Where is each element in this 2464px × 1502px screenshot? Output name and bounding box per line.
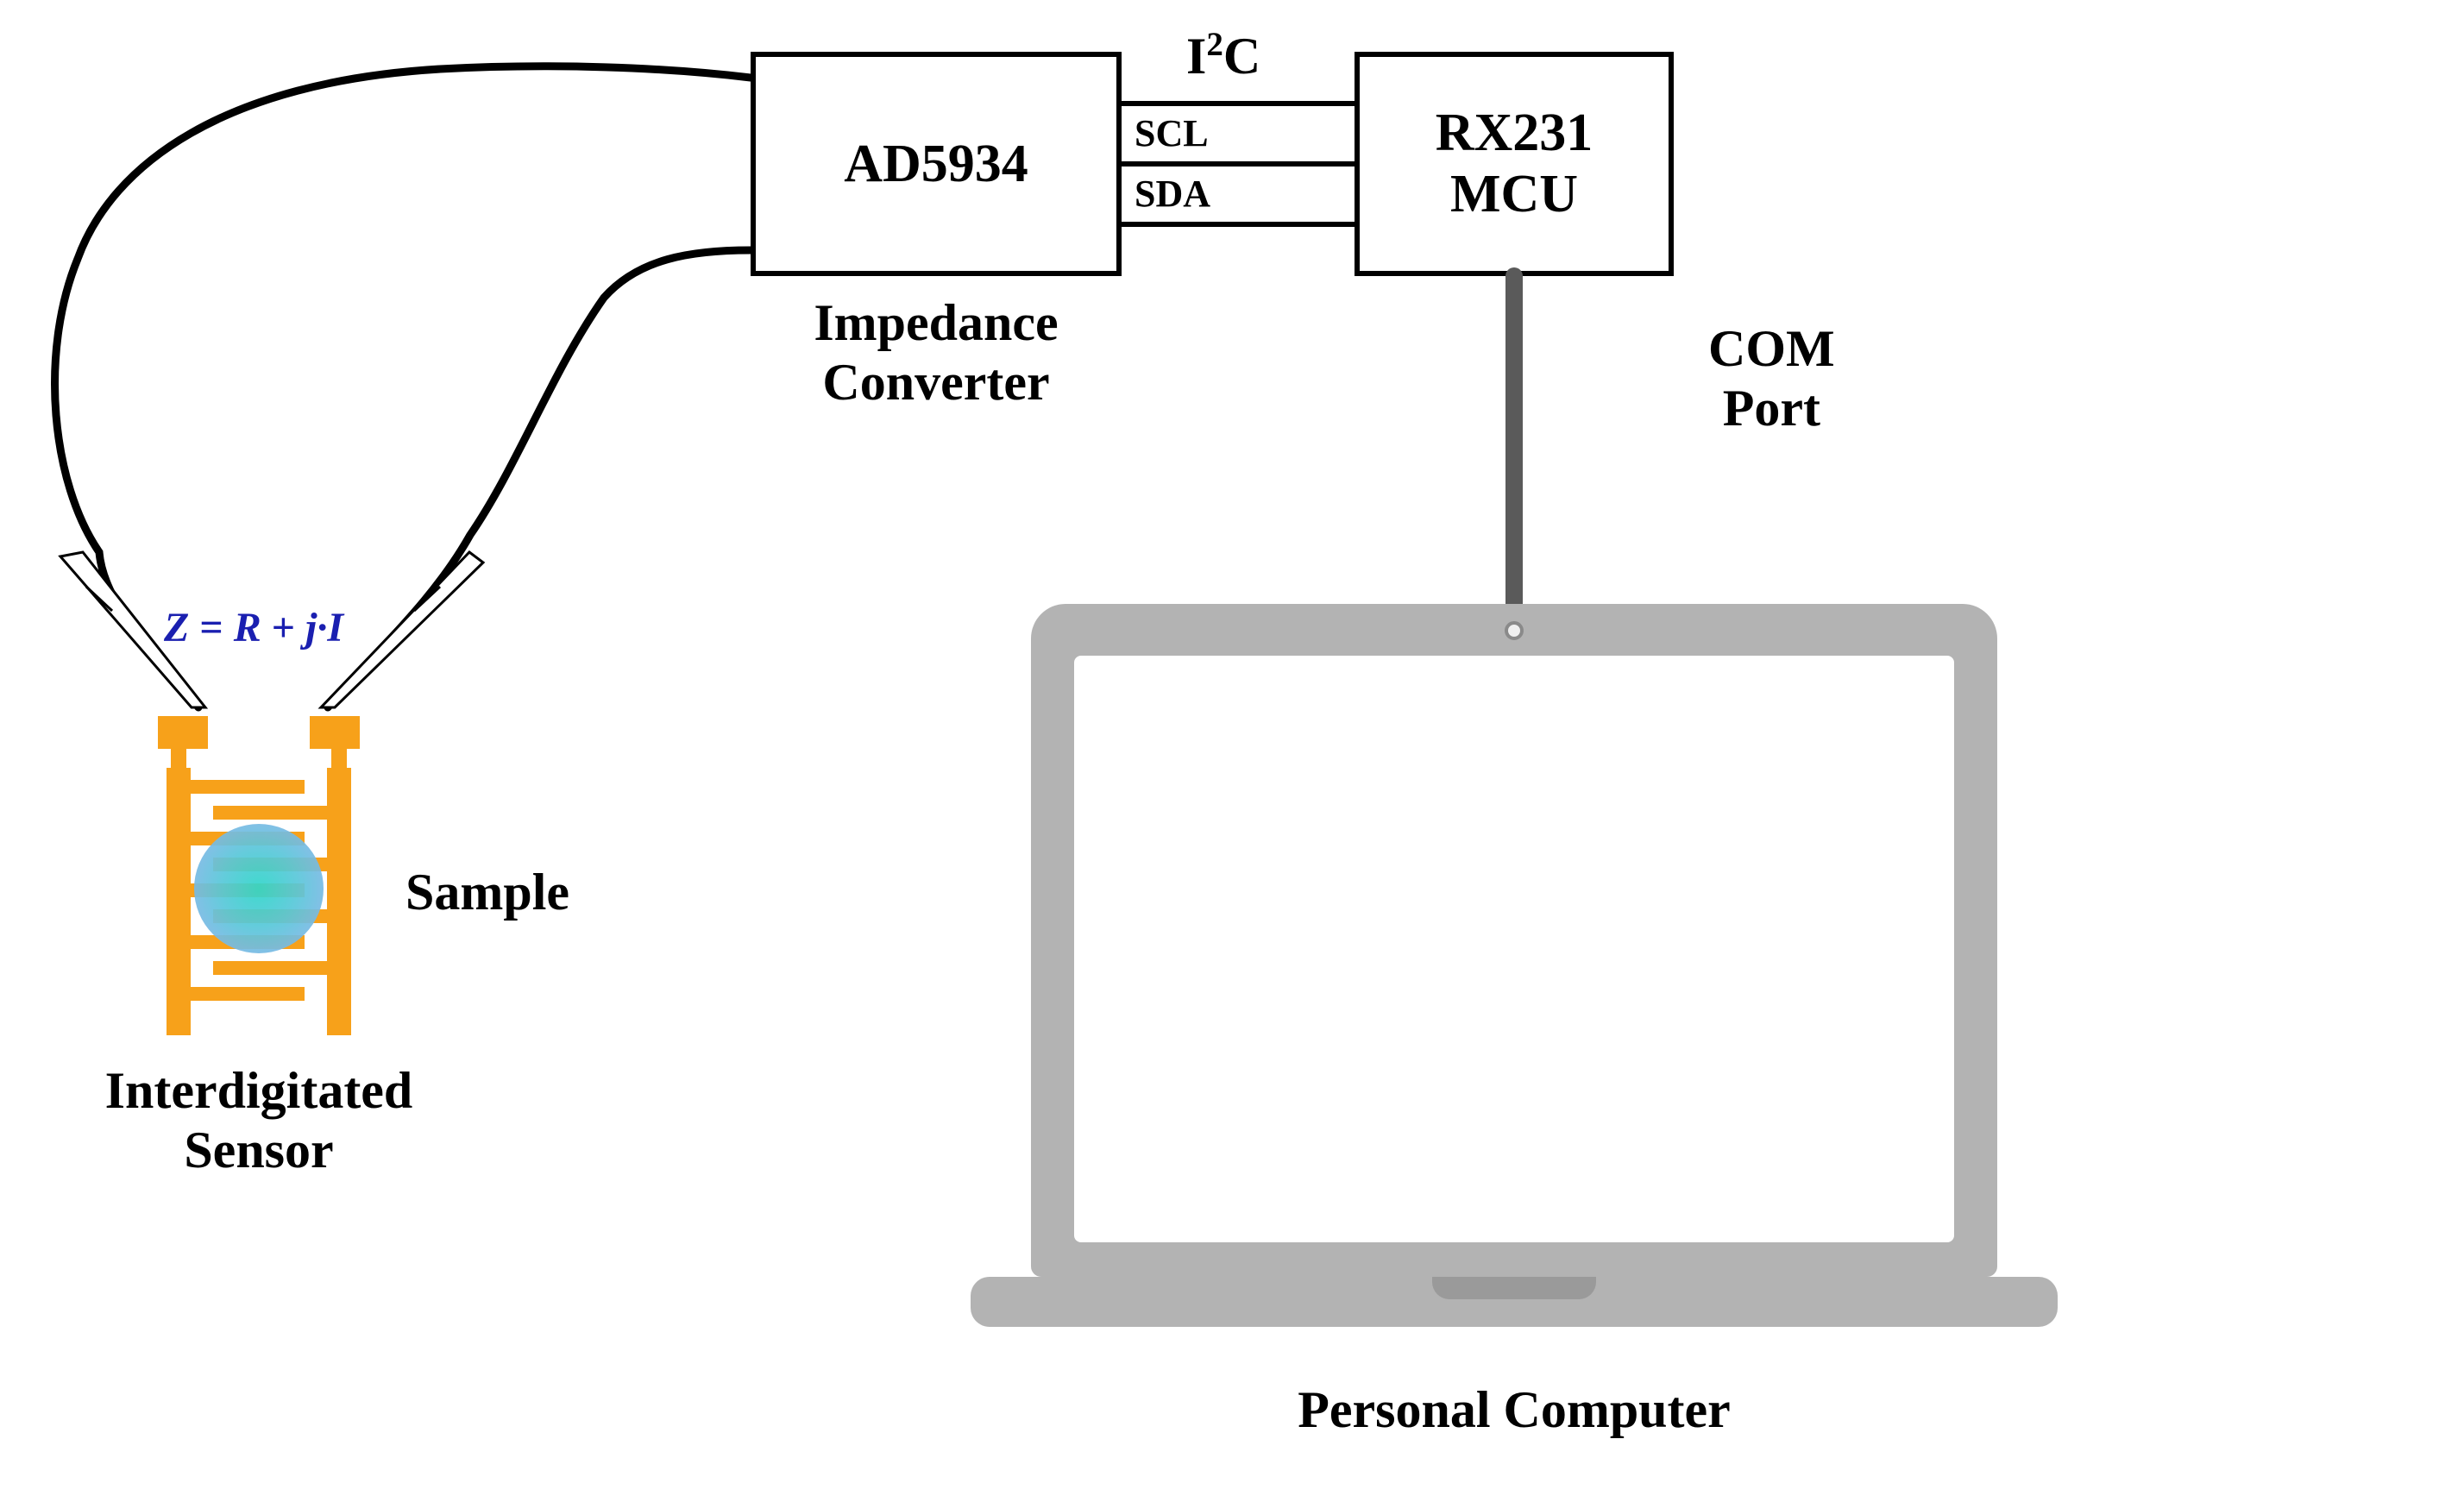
laptop-screen xyxy=(1074,656,1954,1242)
laptop-notch xyxy=(1432,1277,1596,1299)
camera-icon xyxy=(1505,621,1524,640)
diagram-stage: AD5934 ImpedanceConverter RX231 MCU 0102… xyxy=(0,0,2464,1502)
personal-computer-icon xyxy=(0,0,2464,1502)
personal-computer-caption: Personal Computer xyxy=(1186,1380,1842,1440)
